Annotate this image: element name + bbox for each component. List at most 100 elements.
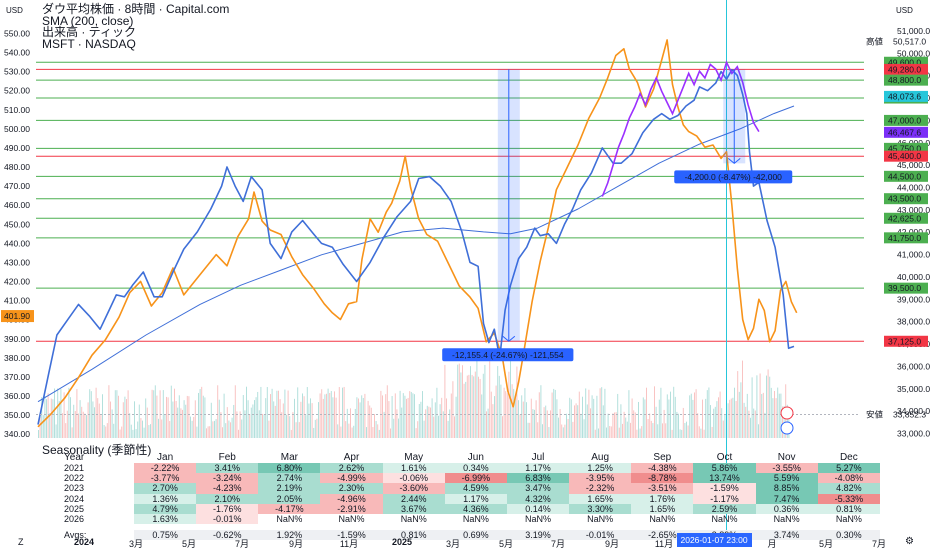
volume-bar — [121, 426, 123, 438]
volume-bar — [92, 401, 94, 438]
volume-bar — [668, 399, 670, 438]
volume-bar — [502, 416, 503, 438]
volume-bar — [538, 392, 540, 438]
volume-bar — [450, 393, 452, 438]
volume-bar — [335, 397, 337, 438]
volume-bar — [350, 408, 351, 438]
volume-bar — [708, 387, 710, 438]
volume-bar — [337, 424, 339, 438]
seasonality-cell: 0.14% — [506, 503, 570, 514]
volume-bar — [100, 415, 102, 438]
volume-bar — [522, 401, 524, 438]
volume-bar — [497, 366, 499, 438]
level-tag-label: 39,500.0 — [888, 283, 921, 293]
volume-bar — [433, 416, 435, 438]
volume-bar — [551, 392, 553, 438]
seasonality-cell: NaN% — [773, 514, 800, 525]
seasonality-cell: 1.63% — [134, 513, 197, 525]
seasonality-cell: 2.74% — [258, 473, 321, 484]
time-tick-label: 3月 — [445, 539, 461, 549]
seasonality-cell: 2.19% — [258, 483, 321, 494]
volume-bar — [470, 366, 471, 438]
level-tag-box — [884, 114, 928, 126]
volume-bar — [593, 398, 595, 438]
volume-bar — [342, 387, 343, 438]
volume-bar — [204, 397, 206, 438]
volume-bar — [298, 422, 300, 438]
volume-bar — [255, 397, 257, 438]
volume-bar — [644, 399, 646, 438]
volume-bar — [234, 385, 236, 438]
volume-bar — [622, 423, 623, 438]
left-tick-label: 340.00 — [4, 429, 30, 439]
left-tick-label: 440.00 — [4, 238, 30, 248]
settings-icon[interactable]: ⚙ — [905, 536, 914, 547]
low-value: 33,852.3 — [893, 409, 926, 419]
seasonality-row: 2024 1.36% 2.10% 2.05% -4.96% 2.44% 1.17% 4.32%… — [38, 493, 880, 504]
volume-bar — [422, 391, 423, 438]
seasonality-cell: -0.06% — [382, 473, 445, 484]
seasonality-title: Seasonality (季節性) — [42, 443, 152, 457]
volume-bar — [660, 387, 662, 438]
volume-bar — [468, 374, 470, 438]
volume-bar — [402, 393, 404, 438]
volume-bar — [590, 408, 591, 438]
left-tick-label: 420.00 — [4, 277, 30, 287]
volume-bar — [780, 393, 782, 438]
seasonality-cell: 7.47% — [755, 493, 818, 504]
left-tick-label: 410.00 — [4, 296, 30, 306]
volume-bar — [558, 417, 559, 438]
volume-bar — [114, 390, 116, 438]
time-axis[interactable]: 2024 3月 5月 7月 9月 11月 2025 3月 5月 7月 9月 11月 月 5月 7月 — [0, 533, 932, 550]
volume-bar — [54, 388, 55, 438]
volume-bar — [634, 412, 636, 438]
volume-bar — [218, 399, 220, 438]
volume-bar — [172, 401, 174, 438]
level-tag-label: 43,500.0 — [888, 194, 921, 204]
volume-bar — [636, 429, 638, 438]
volume-bar — [247, 400, 249, 438]
level-tag-label: 45,400.0 — [888, 151, 921, 161]
volume-bar — [226, 407, 228, 438]
seasonality-cell: -4.38% — [631, 463, 694, 474]
seasonality-header-cell: Sep — [653, 452, 672, 463]
volume-bar — [105, 426, 107, 438]
level-tag-box — [884, 282, 928, 294]
volume-bar — [641, 426, 643, 438]
zoom-icon[interactable]: Z — [18, 537, 24, 547]
volume-bar — [306, 387, 308, 438]
volume-bar — [428, 406, 430, 438]
volume-bar — [260, 386, 262, 438]
seasonality-cell: 1.65% — [631, 503, 694, 514]
volume-bar — [431, 398, 433, 438]
volume-bar — [370, 407, 372, 438]
time-tick-label: 5月 — [181, 539, 197, 549]
volume-bar — [602, 405, 604, 438]
volume-bar — [521, 395, 523, 438]
volume-bar — [356, 397, 358, 438]
seasonality-cell: 5.27% — [817, 463, 880, 474]
volume-bar — [655, 406, 657, 438]
volume-bar — [231, 417, 233, 438]
volume-bar — [81, 406, 83, 438]
volume-bar — [367, 400, 369, 438]
volume-bar — [244, 410, 246, 438]
volume-bar — [543, 407, 545, 438]
volume-bar — [364, 393, 366, 438]
seasonality-year: 2023 — [64, 483, 85, 494]
seasonality-cell: -1.76% — [196, 503, 259, 514]
volume-bar — [665, 423, 667, 438]
volume-bar — [770, 387, 772, 438]
seasonality-panel: Seasonality (季節性) Year Jan Feb Mar Apr May Jun… — [38, 441, 880, 541]
seasonality-cell: -4.96% — [320, 493, 383, 504]
volume-bar — [233, 404, 235, 438]
seasonality-row: 2022 -3.77% -3.24% 2.74% -4.99% -0.06% -6.99% 6… — [38, 473, 880, 484]
seasonality-cell: 3.47% — [506, 483, 570, 494]
volume-bar — [570, 399, 572, 438]
seasonality-avg-cell: 0.30% — [817, 530, 880, 541]
volume-bar — [82, 411, 84, 438]
volume-bar — [650, 420, 652, 438]
time-tick-label: 11月 — [339, 539, 359, 549]
